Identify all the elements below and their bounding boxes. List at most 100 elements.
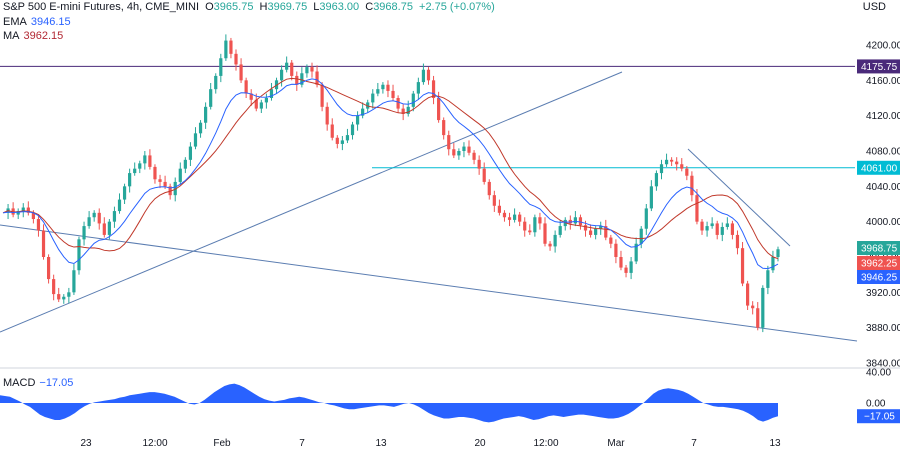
candle-body <box>599 226 603 229</box>
candle-body <box>122 186 127 200</box>
candle-body <box>112 211 117 222</box>
candle-body <box>87 217 91 227</box>
candle-body <box>675 161 679 165</box>
candle-body <box>588 230 593 235</box>
rising-trendline <box>0 71 623 333</box>
candle-body <box>619 257 623 268</box>
candle-body <box>163 181 167 187</box>
trendlines <box>0 71 858 342</box>
candle-body <box>133 168 137 174</box>
macd-tick-label: 0.00 <box>866 399 886 410</box>
candle-body <box>234 53 238 65</box>
candle-body <box>578 217 583 226</box>
candle-body <box>371 93 375 103</box>
candle-body <box>77 239 81 271</box>
candle-body <box>715 223 719 235</box>
candle-body <box>107 221 111 235</box>
macd-tick-label: 40.00 <box>866 368 891 379</box>
candle-body <box>300 73 304 85</box>
candle-body <box>649 186 653 209</box>
candle-body <box>290 62 294 76</box>
horizontal-levels: 4175.75 4061.00 <box>0 59 900 175</box>
macd-tag <box>857 409 900 424</box>
candle-body <box>67 292 71 297</box>
candle-body <box>214 75 218 90</box>
candle-body <box>654 173 659 187</box>
candle-body <box>102 223 106 235</box>
candle-body <box>345 135 350 141</box>
candle-body <box>431 80 436 98</box>
candle-body <box>680 164 684 169</box>
ma-label: MA <box>3 30 20 42</box>
candle-body <box>117 199 122 212</box>
ema-legend[interactable]: EMA 3946.15 <box>3 16 71 28</box>
candle-body <box>249 93 253 100</box>
candle-body <box>355 115 360 125</box>
candle-body <box>239 64 243 81</box>
candle-body <box>467 146 471 153</box>
low-value: L3963.00 <box>313 1 360 13</box>
symbol-name: S&P 500 E-mini Futures, 4h, CME_MINI <box>3 1 200 13</box>
candle-body <box>609 237 613 244</box>
y-tick-label: 4040.00 <box>866 182 900 193</box>
macd-pane: 40.00 0.00 −17.05 <box>0 368 900 424</box>
candle-body <box>62 296 66 300</box>
candle-body <box>705 226 709 231</box>
candle-body <box>264 98 268 103</box>
candle-body <box>224 40 228 59</box>
candle-body <box>487 181 491 196</box>
candle-body <box>21 207 25 212</box>
candle-body <box>558 226 562 235</box>
time-axis: 23 12:00 Feb 7 13 20 12:00 Mar 7 13 <box>80 438 781 449</box>
candle-body <box>41 230 46 257</box>
candle-body <box>279 69 284 81</box>
candle-body <box>148 155 152 167</box>
x-tick-label: 13 <box>375 438 387 449</box>
ma-legend[interactable]: MA 3962.15 <box>3 30 63 42</box>
candle-body <box>376 89 380 94</box>
candle-body <box>447 135 451 150</box>
candle-body <box>421 69 426 83</box>
candle-body <box>771 257 775 271</box>
candle-body <box>31 212 35 220</box>
candle-body <box>740 248 745 284</box>
symbol-legend: S&P 500 E-mini Futures, 4h, CME_MINI O39… <box>3 1 495 13</box>
candle-body <box>533 217 537 233</box>
candle-body <box>340 140 344 144</box>
candle-body <box>659 164 664 174</box>
candle-body <box>472 152 476 160</box>
candle-body <box>497 205 502 213</box>
macd-legend[interactable]: MACD −17.05 <box>3 377 73 389</box>
x-tick-label: Mar <box>607 438 625 449</box>
candle-body <box>730 223 735 235</box>
price-tag-label: 3946.25 <box>861 273 898 284</box>
candle-body <box>507 217 512 220</box>
candle-body <box>614 243 618 257</box>
candle-body <box>305 67 309 74</box>
candle-body <box>143 155 147 164</box>
candle-body <box>72 270 76 293</box>
candle-body <box>396 98 400 109</box>
candle-body <box>209 89 213 107</box>
y-tick-label: 4120.00 <box>866 111 900 122</box>
candle-body <box>720 226 724 235</box>
candle-body <box>52 279 56 295</box>
candle-body <box>391 90 395 98</box>
candle-body <box>751 305 755 309</box>
candle-body <box>315 71 319 85</box>
price-axis: 4200.00 4160.00 4120.00 4080.00 4040.00 4000.… <box>866 41 900 370</box>
candle-body <box>153 166 157 180</box>
candle-body <box>695 195 699 222</box>
candle-body <box>198 122 203 134</box>
y-tick-label: 3920.00 <box>866 288 900 299</box>
macd-tag-label: −17.05 <box>864 412 895 423</box>
candle-body <box>735 234 740 249</box>
candle-body <box>416 82 420 94</box>
ma-line <box>2 77 779 260</box>
candle-body <box>538 217 542 224</box>
candle-body <box>543 223 547 244</box>
x-tick-label: 7 <box>691 438 697 449</box>
candlesticks <box>6 34 780 333</box>
candle-body <box>386 84 390 91</box>
